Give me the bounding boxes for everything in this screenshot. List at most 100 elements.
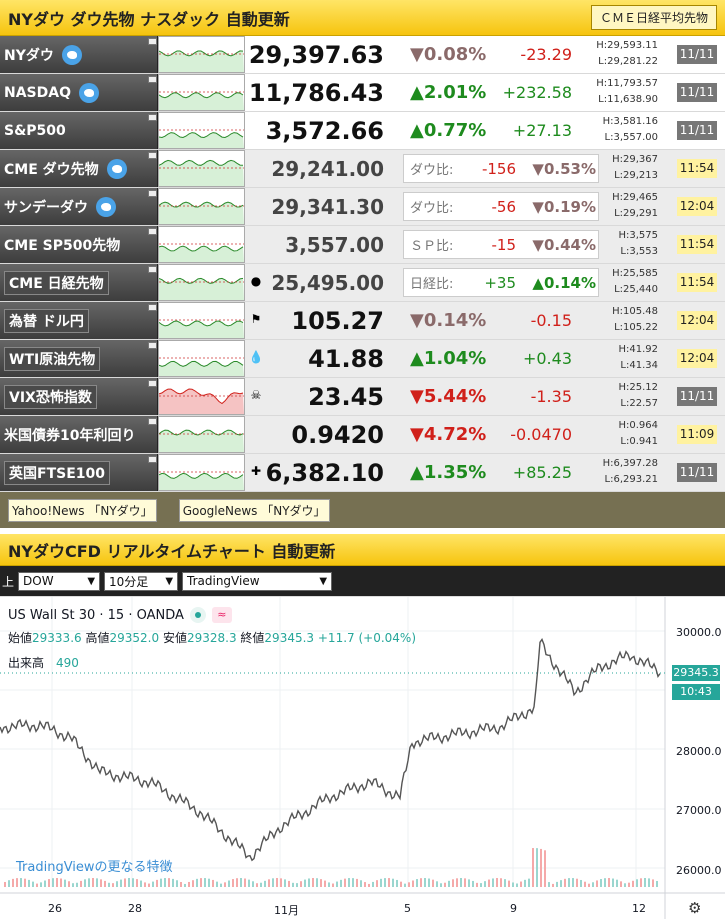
interval-select[interactable]: 10分足 ▼ — [104, 571, 179, 591]
quote-row[interactable]: VIX恐怖指数 ☠ 23.45 ▼5.44% -1.35 H:25.12 L:22.57 11… — [0, 378, 725, 416]
quote-name[interactable]: NASDAQ — [0, 74, 158, 111]
sparkline-chart[interactable] — [148, 264, 245, 301]
high-low: H:11,793.57 L:11,638.90 — [596, 78, 658, 105]
y-label: 27000.0 — [676, 804, 722, 817]
chart-section-title: NYダウCFD リアルタイムチャート 自動更新 — [0, 534, 725, 566]
symbol-select[interactable]: DOW ▼ — [18, 571, 101, 591]
yahoo-news-link[interactable]: Yahoo!News 「NYダウ」 — [8, 498, 157, 522]
expand-icon[interactable] — [148, 152, 157, 159]
wave-icon: ≈ — [211, 607, 232, 623]
expand-icon[interactable] — [148, 342, 157, 349]
twitter-icon[interactable] — [61, 44, 82, 65]
quote-row[interactable]: WTI原油先物 💧 41.88 ▲1.04% +0.43 H:41.92 L:41.34 12… — [0, 340, 725, 378]
gear-icon[interactable]: ⚙ — [688, 899, 702, 917]
quote-name[interactable]: サンデーダウ — [0, 188, 158, 225]
volume-readout: 出来高 490 — [8, 656, 79, 670]
twitter-icon[interactable] — [106, 158, 127, 179]
comparison-pct: ▼0.19% — [532, 197, 596, 216]
comparison-box: ＳＰ比: -15 ▼0.44% — [403, 230, 599, 259]
sparkline-chart[interactable] — [148, 188, 245, 225]
expand-icon[interactable] — [148, 266, 157, 273]
price-value: 3,557.00 — [285, 232, 384, 257]
quote-row[interactable]: CME 日経先物 ● 25,495.00 日経比: +35 ▲0.14% H:25,585 L… — [0, 264, 725, 302]
high-low: H:3,575 L:3,553 — [618, 230, 658, 257]
x-label: 28 — [128, 902, 142, 915]
google-news-link[interactable]: GoogleNews 「NYダウ」 — [178, 498, 330, 522]
quote-name[interactable]: WTI原油先物 — [0, 340, 158, 377]
point-change: -0.15 — [530, 311, 572, 330]
price-chart-canvas[interactable] — [0, 597, 725, 919]
quote-row[interactable]: サンデーダウ 29,341.30 ダウ比: -56 ▼0.19% H:29,465 L:29… — [0, 188, 725, 226]
quote-name[interactable]: CME ダウ先物 — [0, 150, 158, 187]
quote-row[interactable]: NYダウ 29,397.63 ▼0.08% -23.29 H:29,593.11 L:29… — [0, 36, 725, 74]
quote-row[interactable]: 為替 ドル円 ⚑ 105.27 ▼0.14% -0.15 H:105.48 L:105.22… — [0, 302, 725, 340]
sparkline-chart[interactable] — [148, 302, 245, 339]
sparkline-chart[interactable] — [148, 416, 245, 453]
sparkline-chart[interactable] — [148, 378, 245, 415]
point-change: -1.35 — [530, 387, 572, 406]
quote-name[interactable]: 為替 ドル円 — [0, 302, 158, 339]
comparison-label: 日経比: — [410, 277, 454, 292]
chevron-down-icon: ▼ — [319, 575, 328, 587]
expand-icon[interactable] — [148, 418, 157, 425]
update-time: 11:54 — [677, 235, 717, 254]
quote-name[interactable]: NYダウ — [0, 36, 158, 73]
chevron-down-icon: ▼ — [165, 575, 174, 587]
quote-name[interactable]: 米国債券10年利回り — [0, 416, 158, 453]
quote-row[interactable]: NASDAQ 11,786.43 ▲2.01% +232.58 H:11,793.57 L… — [0, 74, 725, 112]
twitter-icon[interactable] — [96, 196, 116, 217]
sparkline-chart[interactable] — [148, 150, 245, 187]
quote-name[interactable]: S&P500 — [0, 112, 158, 149]
sparkline-chart[interactable] — [148, 340, 245, 377]
percent-change: ▼0.08% — [410, 44, 487, 65]
quote-name[interactable]: CME 日経先物 — [0, 264, 158, 301]
comparison-diff: -15 — [491, 235, 517, 254]
quote-name[interactable]: CME SP500先物 — [0, 226, 158, 263]
percent-change: ▲2.01% — [410, 82, 487, 103]
quote-row[interactable]: 英国FTSE100 ✚ 6,382.10 ▲1.35% +85.25 H:6,397.28… — [0, 454, 725, 492]
high-low: H:25.12 L:22.57 — [618, 382, 658, 409]
news-links: Yahoo!News 「NYダウ」 GoogleNews 「NYダウ」 — [0, 492, 725, 528]
expand-icon[interactable] — [148, 304, 157, 311]
cme-nikkei-button[interactable]: ＣＭＥ日経平均先物 — [590, 5, 717, 30]
expand-icon[interactable] — [148, 456, 157, 463]
update-time: 11/11 — [677, 83, 717, 102]
expand-icon[interactable] — [148, 114, 157, 121]
sparkline-chart[interactable] — [148, 36, 245, 73]
quote-row[interactable]: CME ダウ先物 29,241.00 ダウ比: -156 ▼0.53% H:29,367 L… — [0, 150, 725, 188]
sparkline-chart[interactable] — [148, 454, 245, 491]
sparkline-chart[interactable] — [148, 112, 245, 149]
sparkline-svg — [158, 319, 244, 338]
symbol-line: US Wall St 30 · 15 · OANDA — [8, 607, 184, 623]
sparkline-chart[interactable] — [148, 74, 245, 111]
quote-row[interactable]: 米国債券10年利回り 0.9420 ▼4.72% -0.0470 H:0.964 L:0.… — [0, 416, 725, 454]
tradingview-promo-link[interactable]: TradingViewの更なる特徴 — [16, 860, 173, 875]
provider-select[interactable]: TradingView ▼ — [182, 571, 333, 591]
expand-icon[interactable] — [148, 190, 157, 197]
high-low: H:6,397.28 L:6,293.21 — [602, 458, 658, 485]
flag-icon: ☠ — [250, 388, 262, 402]
quote-name[interactable]: 英国FTSE100 — [0, 454, 158, 491]
sparkline-svg — [158, 388, 244, 414]
quote-table: NYダウ 29,397.63 ▼0.08% -23.29 H:29,593.11 L:29… — [0, 36, 725, 492]
tradingview-chart[interactable]: US Wall St 30 · 15 · OANDA ≈ 始値29333.6 高… — [0, 596, 725, 919]
sparkline-svg — [158, 91, 244, 110]
sparkline-svg — [158, 243, 244, 262]
quote-name[interactable]: VIX恐怖指数 — [0, 378, 158, 415]
flag-icon: ● — [250, 274, 262, 288]
expand-icon[interactable] — [148, 38, 157, 45]
quote-row[interactable]: S&P500 3,572.66 ▲0.77% +27.13 H:3,581.16 L:3,… — [0, 112, 725, 150]
sparkline-chart[interactable] — [148, 226, 245, 263]
controls-label: 上 — [2, 574, 15, 589]
update-time: 11:09 — [677, 425, 717, 444]
sparkline-svg — [158, 277, 244, 300]
price-value: 11,786.43 — [248, 78, 384, 107]
comparison-label: ダウ比: — [410, 163, 454, 178]
x-label: 5 — [404, 902, 411, 915]
comparison-label: ダウ比: — [410, 201, 454, 216]
expand-icon[interactable] — [148, 76, 157, 83]
expand-icon[interactable] — [148, 380, 157, 387]
twitter-icon[interactable] — [79, 82, 99, 103]
quote-row[interactable]: CME SP500先物 3,557.00 ＳＰ比: -15 ▼0.44% H:3,575 L… — [0, 226, 725, 264]
expand-icon[interactable] — [148, 228, 157, 235]
